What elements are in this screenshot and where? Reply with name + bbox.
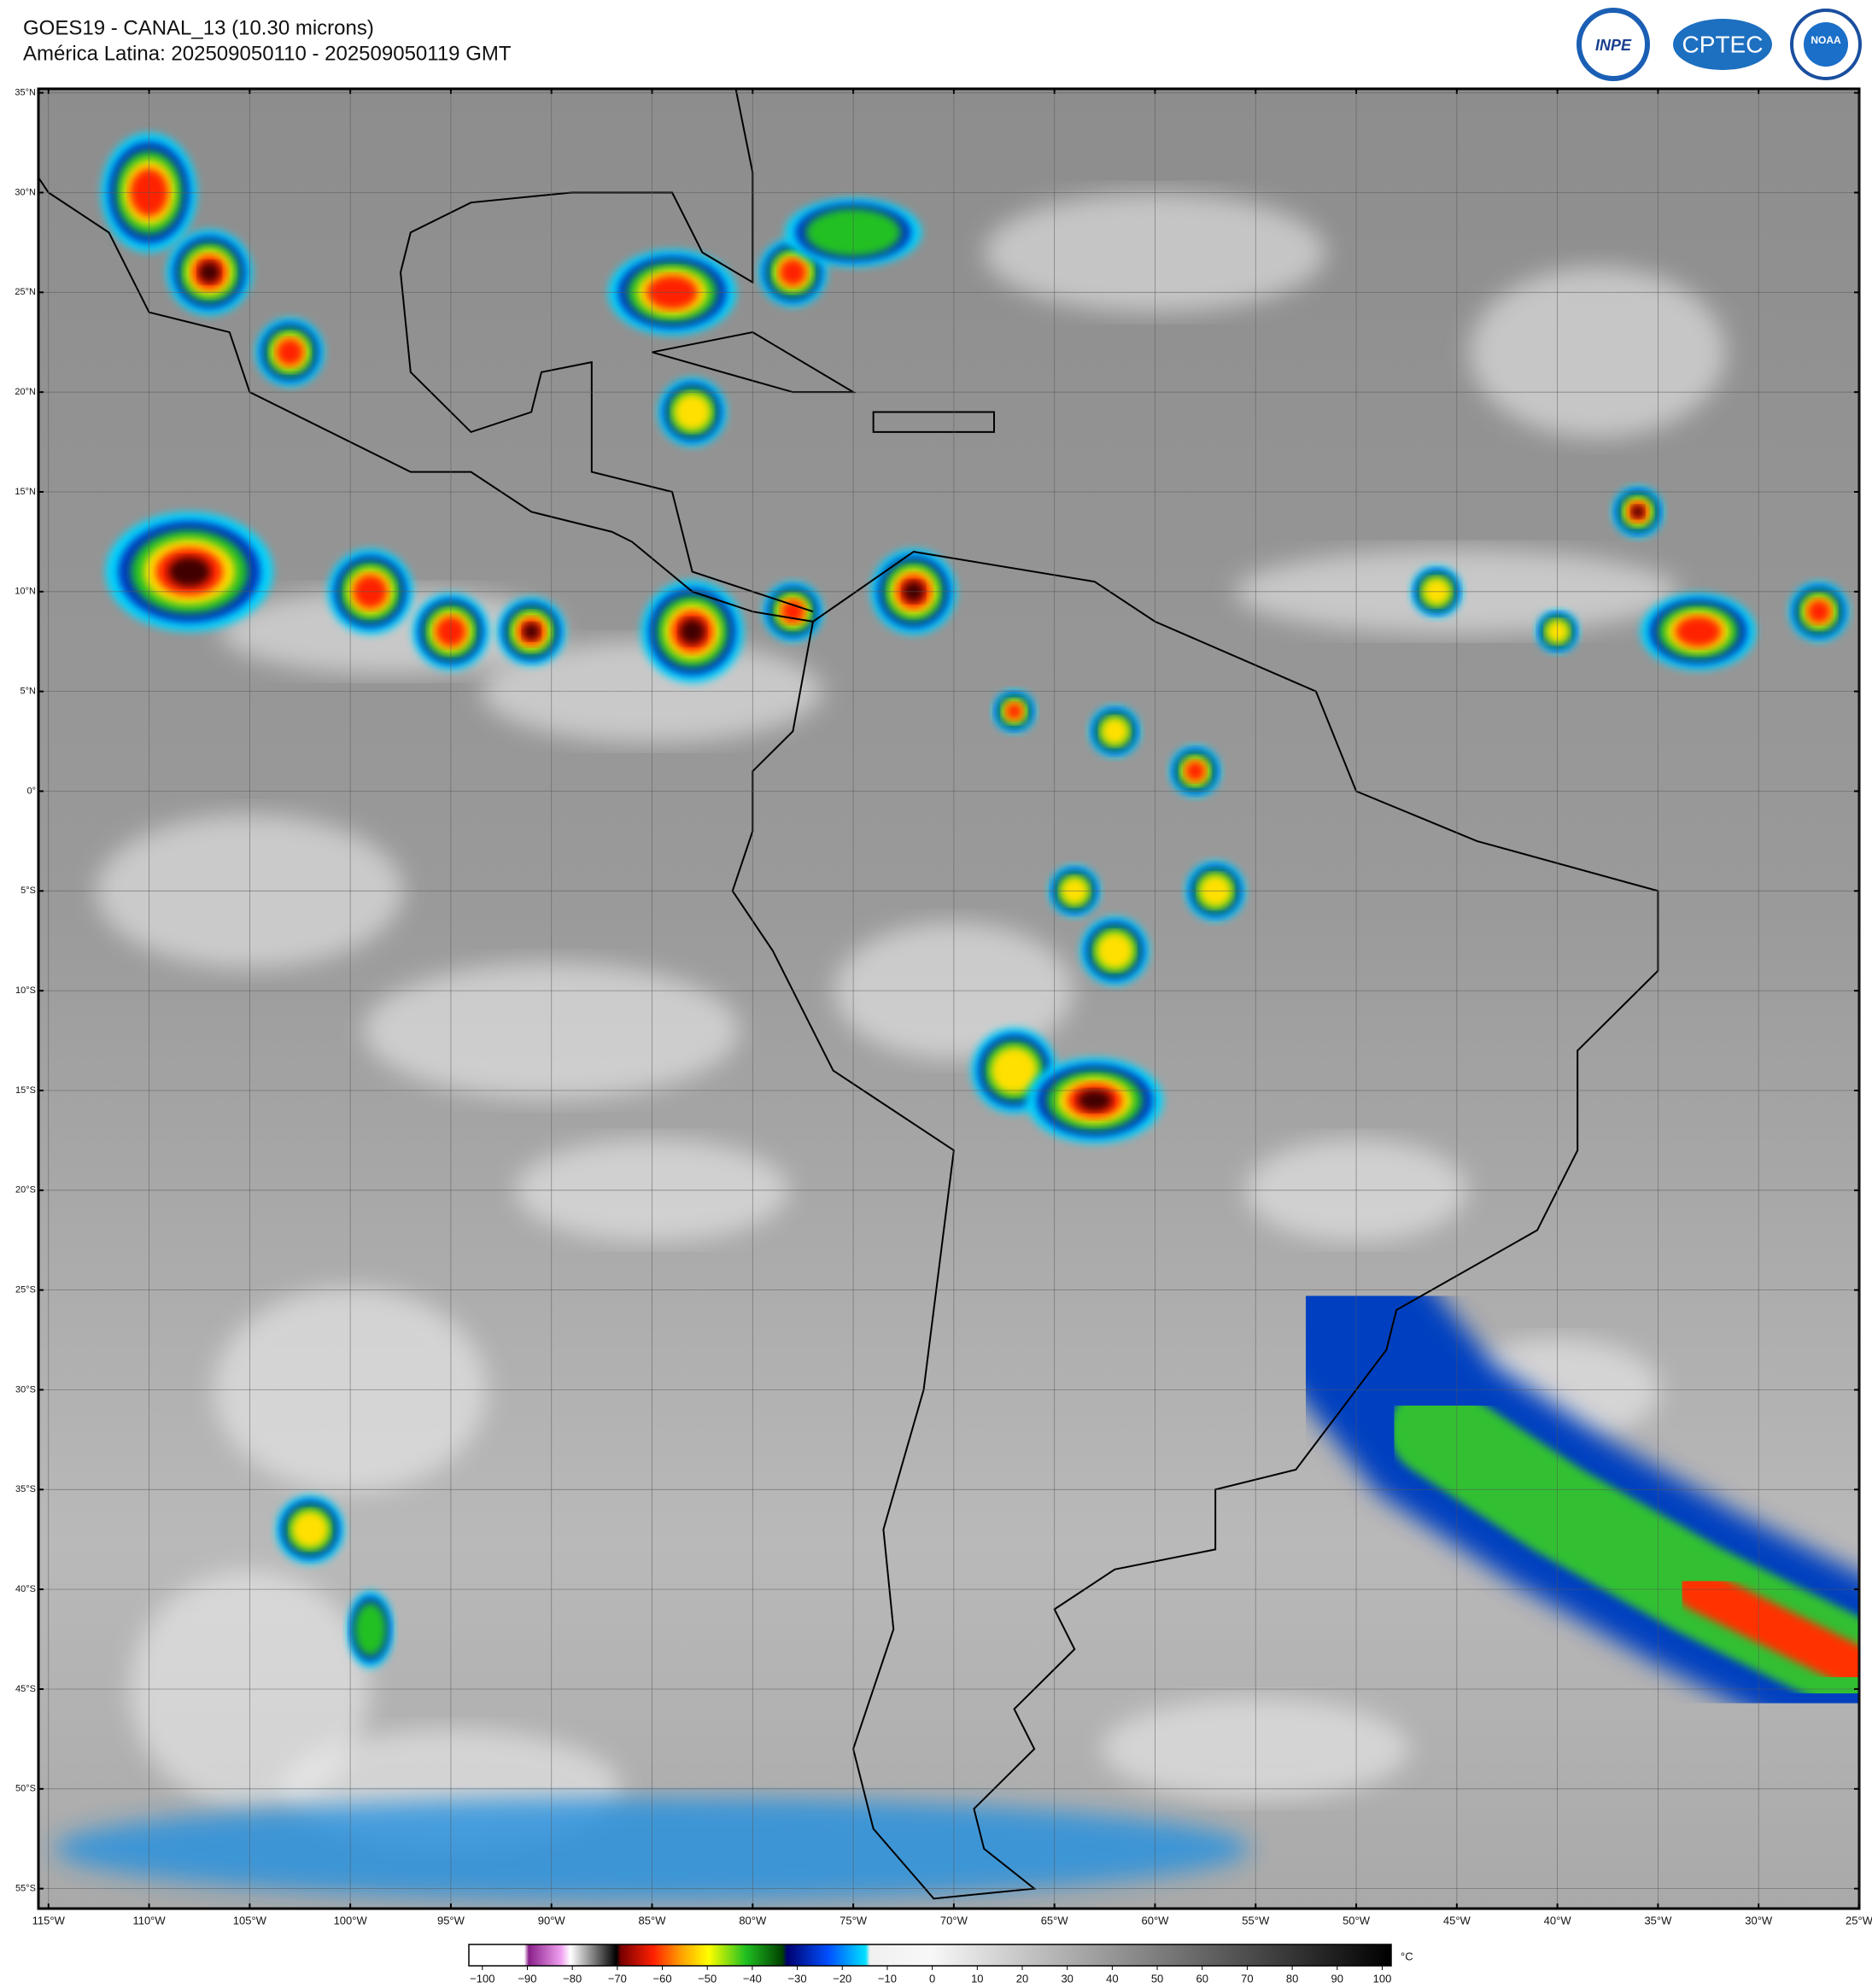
lon-label: 45°W	[1443, 1914, 1471, 1927]
colorbar-label: −40	[743, 1972, 762, 1985]
colorbar-label: 100	[1373, 1972, 1392, 1985]
lon-label: 50°W	[1343, 1914, 1371, 1927]
lon-label: 75°W	[839, 1914, 868, 1927]
lon-label: 65°W	[1041, 1914, 1069, 1927]
storm-layer	[354, 1602, 387, 1657]
colorbar-label: 0	[929, 1972, 935, 1985]
lat-label: 10°S	[15, 985, 36, 996]
colorbar	[468, 1944, 1392, 1967]
storm-layer	[523, 623, 541, 640]
inpe-logo	[1577, 8, 1650, 81]
cloud	[1469, 266, 1726, 438]
noaa-text: NOAA	[1811, 34, 1841, 46]
storm-layer	[276, 338, 304, 366]
lon-label: 70°W	[940, 1914, 968, 1927]
cptec-logo	[1673, 19, 1772, 70]
axes: 115°W 110°W 105°W 100°W 95°W 90°W 85°W 80°W 75°W…	[15, 88, 1872, 1927]
lat-label: 30°S	[15, 1384, 36, 1395]
storm-layer	[198, 261, 220, 284]
lat-label: 45°S	[15, 1684, 36, 1694]
noaa-disc	[1804, 22, 1848, 67]
lon-label: 60°W	[1142, 1914, 1170, 1927]
lon-label: 55°W	[1242, 1914, 1270, 1927]
colorbar-unit: °C	[1401, 1950, 1413, 1962]
storm-layer	[1675, 616, 1722, 647]
lon-label: 115°W	[32, 1914, 66, 1927]
lat-label: 30°N	[15, 187, 36, 197]
lon-label: 90°W	[538, 1914, 566, 1927]
lat-label: 35°S	[15, 1484, 36, 1494]
colorbar-label: −70	[608, 1972, 627, 1985]
colorbar-label: 10	[971, 1972, 983, 1985]
coastline-gulf	[400, 89, 814, 613]
storm-layer	[1631, 505, 1645, 518]
lat-label: 5°N	[20, 687, 37, 697]
colorbar-label: 90	[1331, 1972, 1343, 1985]
storm-layer	[1077, 1090, 1112, 1112]
storm-layer	[779, 258, 807, 286]
colorbar-label: −100	[470, 1972, 494, 1985]
colorbar-label: −80	[563, 1972, 582, 1985]
lat-label: 10°N	[15, 587, 36, 597]
colorbar-label: 50	[1151, 1972, 1163, 1985]
cptec-text: CPTEC	[1682, 31, 1764, 57]
lat-label: 15°S	[15, 1085, 36, 1096]
lon-label: 110°W	[132, 1914, 166, 1927]
lat-label: 0°	[26, 786, 36, 796]
inpe-text: INPE	[1595, 37, 1632, 54]
lon-label: 25°W	[1846, 1914, 1872, 1927]
storm-layer	[291, 1511, 330, 1549]
lat-label: 25°S	[15, 1285, 36, 1295]
colorbar-label: −90	[518, 1972, 536, 1985]
storm-layer	[1005, 703, 1023, 721]
lon-label: 95°W	[437, 1914, 465, 1927]
lat-label: 35°N	[15, 88, 36, 98]
lon-label: 80°W	[739, 1914, 767, 1927]
lon-label: 40°W	[1544, 1914, 1572, 1927]
colorbar-label: 40	[1106, 1972, 1118, 1985]
lon-label: 35°W	[1644, 1914, 1672, 1927]
lat-label: 55°S	[15, 1884, 36, 1894]
storm-layer	[1100, 716, 1129, 746]
storm-layer	[1806, 599, 1831, 624]
lon-label: 100°W	[334, 1914, 368, 1927]
logos: INPE CPTEC NOAA	[1577, 8, 1862, 81]
colorbar-label: 60	[1196, 1972, 1208, 1985]
storm-layer	[991, 1047, 1038, 1095]
lat-label: 15°N	[15, 487, 36, 497]
lat-label: 20°N	[15, 387, 36, 397]
subtitle: América Latina: 202509050110 - 202509050…	[23, 42, 512, 65]
coastline-pacific	[38, 176, 814, 623]
storm-layer	[1096, 932, 1134, 970]
lat-label: 50°S	[15, 1784, 36, 1794]
colorbar-label: 20	[1016, 1972, 1028, 1985]
colorbar-label: −50	[698, 1972, 717, 1985]
storm-layer	[673, 393, 711, 431]
storm-layer	[168, 556, 211, 587]
title: GOES19 - CANAL_13 (10.30 microns)	[23, 16, 374, 39]
lon-label: 105°W	[233, 1914, 267, 1927]
lat-label: 5°S	[20, 886, 36, 896]
lon-label: 30°W	[1745, 1914, 1773, 1927]
lat-label: 20°S	[15, 1185, 36, 1196]
lat-label: 40°S	[15, 1584, 36, 1594]
colorbar-label: −30	[788, 1972, 807, 1985]
colorbar-label: −10	[878, 1972, 897, 1985]
lat-label: 25°N	[15, 287, 36, 297]
front-band-core	[1676, 1568, 1859, 1691]
coastline-south-america	[731, 551, 1659, 1900]
lon-label: 85°W	[639, 1914, 667, 1927]
colorbar-label: −20	[833, 1972, 851, 1985]
storm-layer	[679, 618, 705, 645]
colorbar-label: 80	[1286, 1972, 1298, 1985]
storm-layer	[1185, 761, 1206, 782]
colorbar-label: 70	[1241, 1972, 1253, 1985]
colorbar-label: −60	[653, 1972, 672, 1985]
colorbar-label: 30	[1061, 1972, 1073, 1985]
